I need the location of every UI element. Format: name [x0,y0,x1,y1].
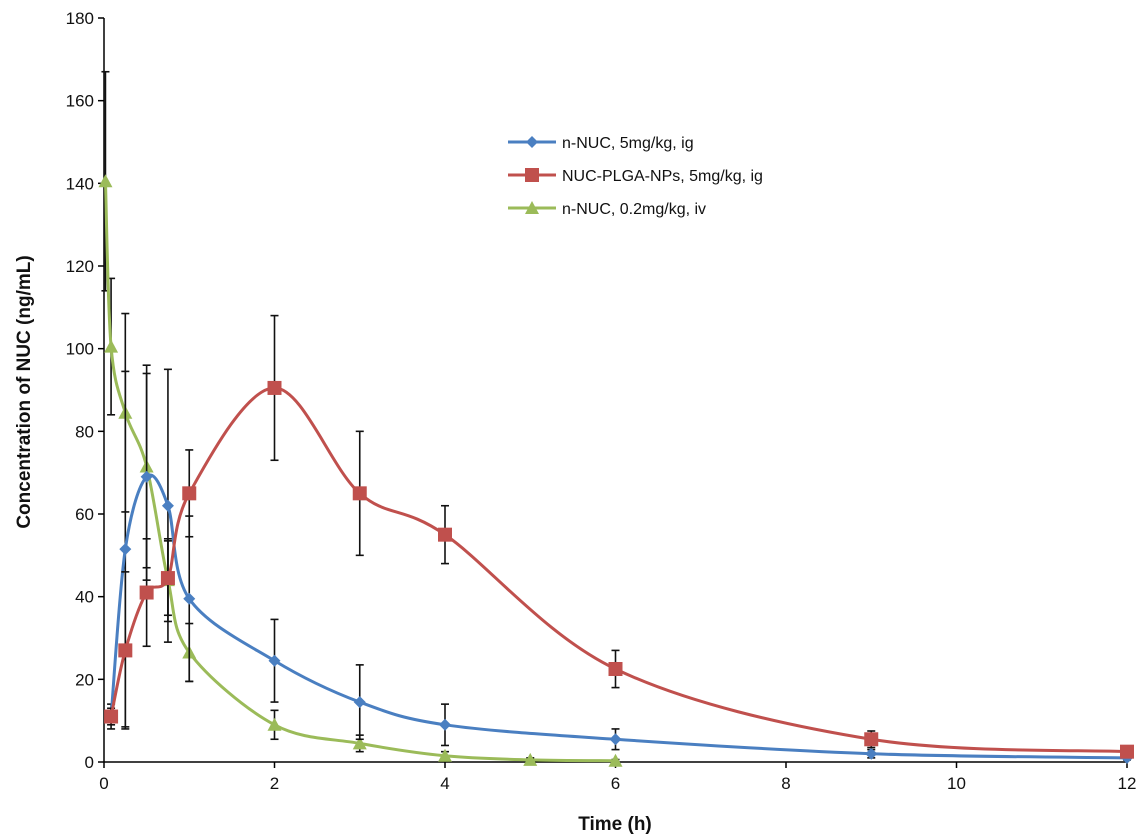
legend-item: NUC-PLGA-NPs, 5mg/kg, ig [508,168,763,185]
y-tick-label: 180 [66,9,94,28]
series-1 [104,314,1134,759]
data-point [608,753,623,767]
data-point [353,696,366,709]
data-point [268,654,281,667]
data-point [438,527,452,542]
data-point [267,717,282,731]
x-tick-label: 6 [611,774,620,793]
x-tick-label: 8 [781,774,790,793]
y-tick-label: 100 [66,340,94,359]
data-point [438,748,452,762]
data-point [352,736,367,750]
data-point [161,499,174,512]
y-tick-label: 0 [85,753,94,772]
data-point [183,592,196,605]
data-point [608,662,623,676]
data-point [140,470,153,483]
axes [98,17,1128,768]
x-tick-label: 4 [440,774,449,793]
legend-item: n-NUC, 0.2mg/kg, iv [508,201,706,218]
x-tick-label: 0 [99,774,108,793]
data-point [267,380,282,395]
data-point [864,732,879,747]
y-tick-label: 20 [75,670,94,689]
y-tick-label: 60 [75,505,94,524]
legend-label: n-NUC, 0.2mg/kg, iv [562,201,706,218]
y-tick-label: 140 [66,174,94,193]
y-tick-label: 160 [66,92,94,111]
y-tick-label: 40 [75,588,94,607]
x-tick-label: 10 [947,774,966,793]
legend-label: n-NUC, 5mg/kg, ig [562,135,694,152]
data-point [104,709,119,724]
data-point [118,643,133,658]
tick-labels: 0 20 40 60 80 100 120 140 160 180 0 2 4 6 8 10 12 [66,9,1137,793]
data-point [139,585,154,600]
series-layer [98,70,1134,767]
data-point [352,486,367,501]
data-point [182,486,197,501]
legend-label: NUC-PLGA-NPs, 5mg/kg, ig [562,168,763,185]
x-tick-label: 2 [270,774,279,793]
y-tick-label: 120 [66,257,94,276]
legend-marker [525,168,539,182]
data-point [439,718,451,731]
legend-marker [526,136,538,148]
legend-marker [525,201,539,214]
series-line [109,386,1128,754]
legend-item: n-NUC, 5mg/kg, ig [508,135,694,152]
data-point [609,733,622,746]
legend: n-NUC, 5mg/kg, ig NUC-PLGA-NPs, 5mg/kg, i… [508,135,763,218]
x-axis-title: Time (h) [578,814,652,835]
y-tick-label: 80 [75,422,94,441]
series-0 [105,368,1133,764]
data-point [104,339,119,353]
data-point [1120,744,1134,759]
data-point [98,174,113,188]
data-point [865,747,878,760]
data-point [160,571,175,586]
x-tick-label: 12 [1118,774,1137,793]
y-axis-title: Concentration of NUC (ng/mL) [14,255,35,528]
data-point [119,543,132,556]
series-line [109,473,1128,760]
data-point [523,752,538,766]
